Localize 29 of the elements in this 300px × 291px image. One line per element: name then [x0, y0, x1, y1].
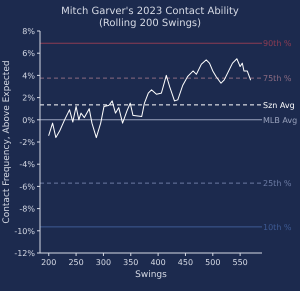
ref-line-label: 75th %: [263, 74, 292, 84]
y-tick-label: 6%: [22, 49, 36, 58]
y-tick-label: 0%: [22, 116, 36, 125]
x-tick-label: 450: [178, 258, 194, 267]
ref-line-label: MLB Avg: [263, 116, 298, 125]
ref-line-label: 90th %: [263, 39, 292, 48]
y-tick-label: 4%: [22, 71, 36, 80]
x-tick-label: 200: [41, 258, 56, 267]
ref-line-label: Szn Avg: [263, 100, 295, 110]
x-tick-label: 250: [68, 258, 84, 267]
chart-title: Mitch Garver's 2023 Contact Ability: [61, 6, 239, 17]
x-tick-label: 550: [232, 258, 248, 267]
y-tick-label: -2%: [19, 138, 36, 147]
y-tick-label: 2%: [22, 94, 36, 103]
x-tick-label: 300: [96, 258, 112, 267]
x-tick-label: 350: [123, 258, 138, 267]
y-tick-label: -6%: [19, 182, 36, 192]
y-tick-label: -10%: [14, 226, 36, 236]
x-axis-title: Swings: [135, 270, 168, 280]
y-tick-label: -4%: [19, 160, 36, 170]
y-axis-title: Contact Frequency, Above Expected: [2, 60, 12, 224]
x-tick-label: 400: [150, 258, 166, 267]
y-tick-label: -8%: [19, 204, 36, 214]
y-tick-label: 8%: [22, 27, 36, 36]
chart-subtitle: (Rolling 200 Swings): [98, 18, 202, 29]
ref-line-label: 10th %: [263, 222, 292, 232]
y-tick-label: -12%: [14, 249, 36, 258]
x-tick-label: 500: [205, 258, 220, 267]
ref-line-label: 25th %: [263, 179, 292, 188]
